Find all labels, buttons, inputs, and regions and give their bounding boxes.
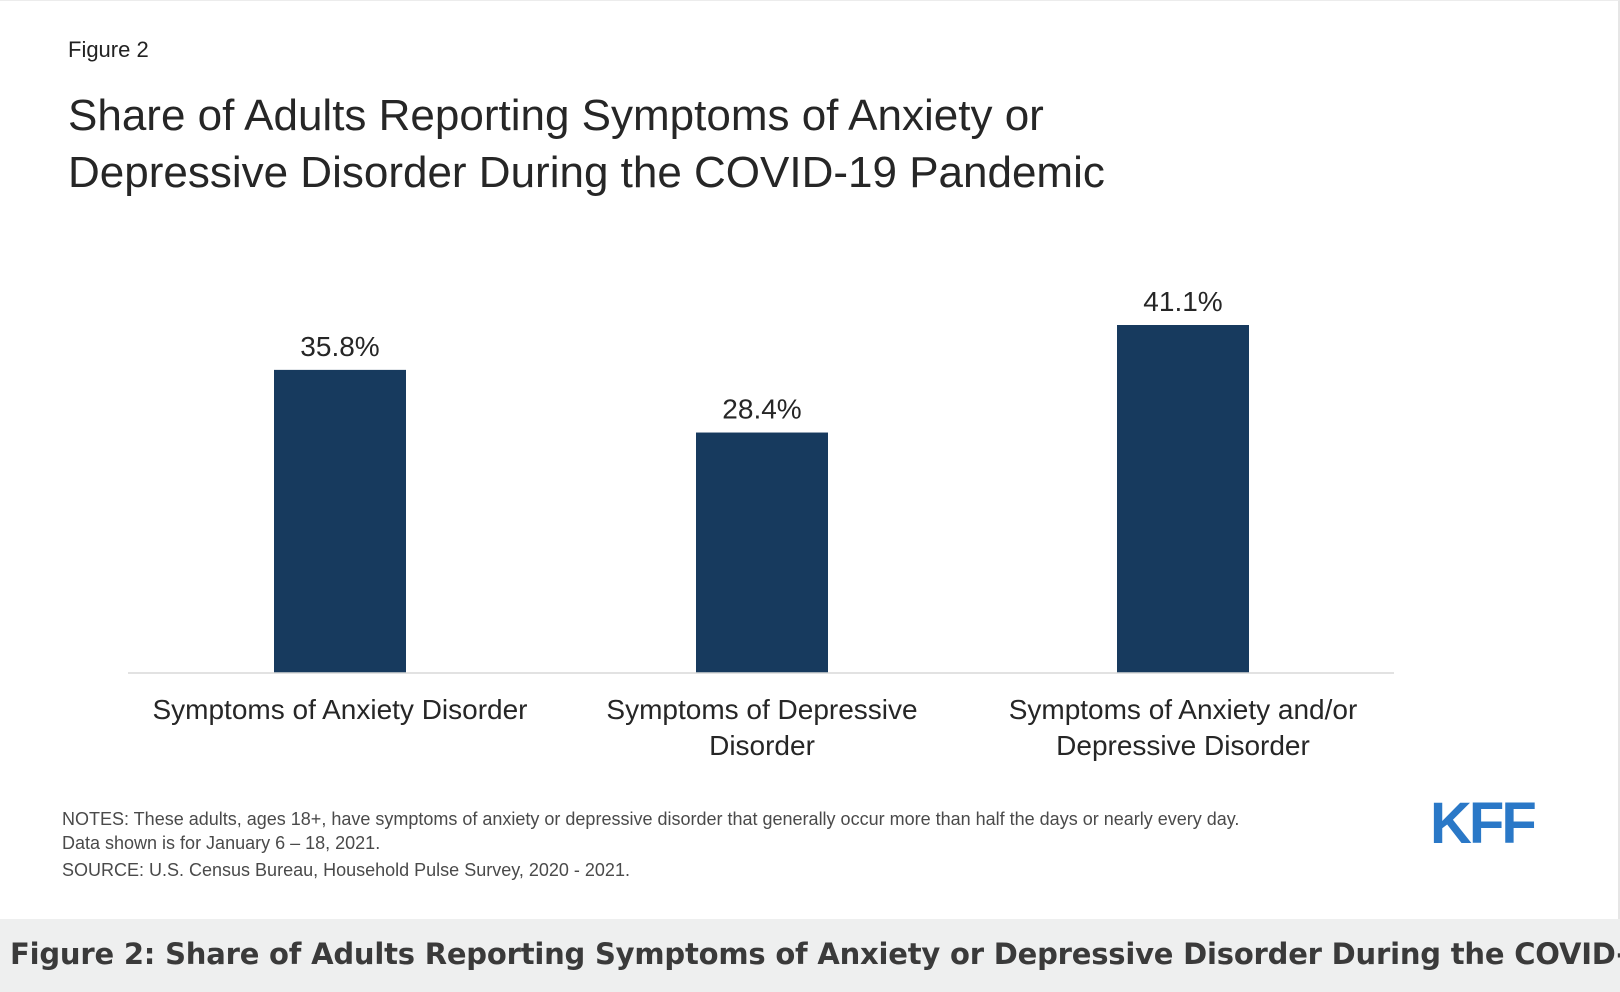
chart-title: Share of Adults Reporting Symptoms of An…: [68, 87, 1268, 201]
figure-frame: Figure 2 Share of Adults Reporting Sympt…: [0, 0, 1620, 920]
chart-title-line-1: Share of Adults Reporting Symptoms of An…: [68, 91, 1044, 140]
source-line: SOURCE: U.S. Census Bureau, Household Pu…: [62, 860, 630, 880]
value-label-3: 41.1%: [1143, 286, 1222, 317]
bars-layer: 35.8% Symptoms of Anxiety Disorder 28.4% Sy…: [152, 286, 1357, 761]
bar-3: [1117, 325, 1249, 673]
value-label-1: 35.8%: [300, 331, 379, 362]
caption-bar: Figure 2: Share of Adults Reporting Symp…: [0, 919, 1620, 992]
category-label-2-line-2: Disorder: [709, 730, 815, 761]
chart-notes: NOTES: These adults, ages 18+, have symp…: [62, 807, 1382, 882]
notes-line: NOTES: These adults, ages 18+, have symp…: [62, 809, 1240, 829]
figure-caption: Figure 2: Share of Adults Reporting Symp…: [10, 937, 1620, 971]
figure-label: Figure 2: [68, 37, 149, 62]
category-label-3-line-2: Depressive Disorder: [1056, 730, 1310, 761]
category-label-1: Symptoms of Anxiety Disorder: [152, 694, 527, 725]
bar-1: [274, 369, 406, 673]
chart-title-line-2: Depressive Disorder During the COVID-19 …: [68, 148, 1105, 197]
category-label-3-line-1: Symptoms of Anxiety and/or: [1009, 694, 1358, 725]
svg-text:KFF: KFF: [1430, 797, 1535, 847]
category-label-2-line-1: Symptoms of Depressive: [606, 694, 917, 725]
bar-chart: 35.8% Symptoms of Anxiety Disorder 28.4% Sy…: [128, 286, 1394, 761]
value-label-2: 28.4%: [722, 394, 801, 425]
bar-2: [696, 432, 828, 673]
notes-data-range: Data shown is for January 6 – 18, 2021.: [62, 833, 381, 853]
kff-logo: KFF: [1430, 797, 1538, 847]
